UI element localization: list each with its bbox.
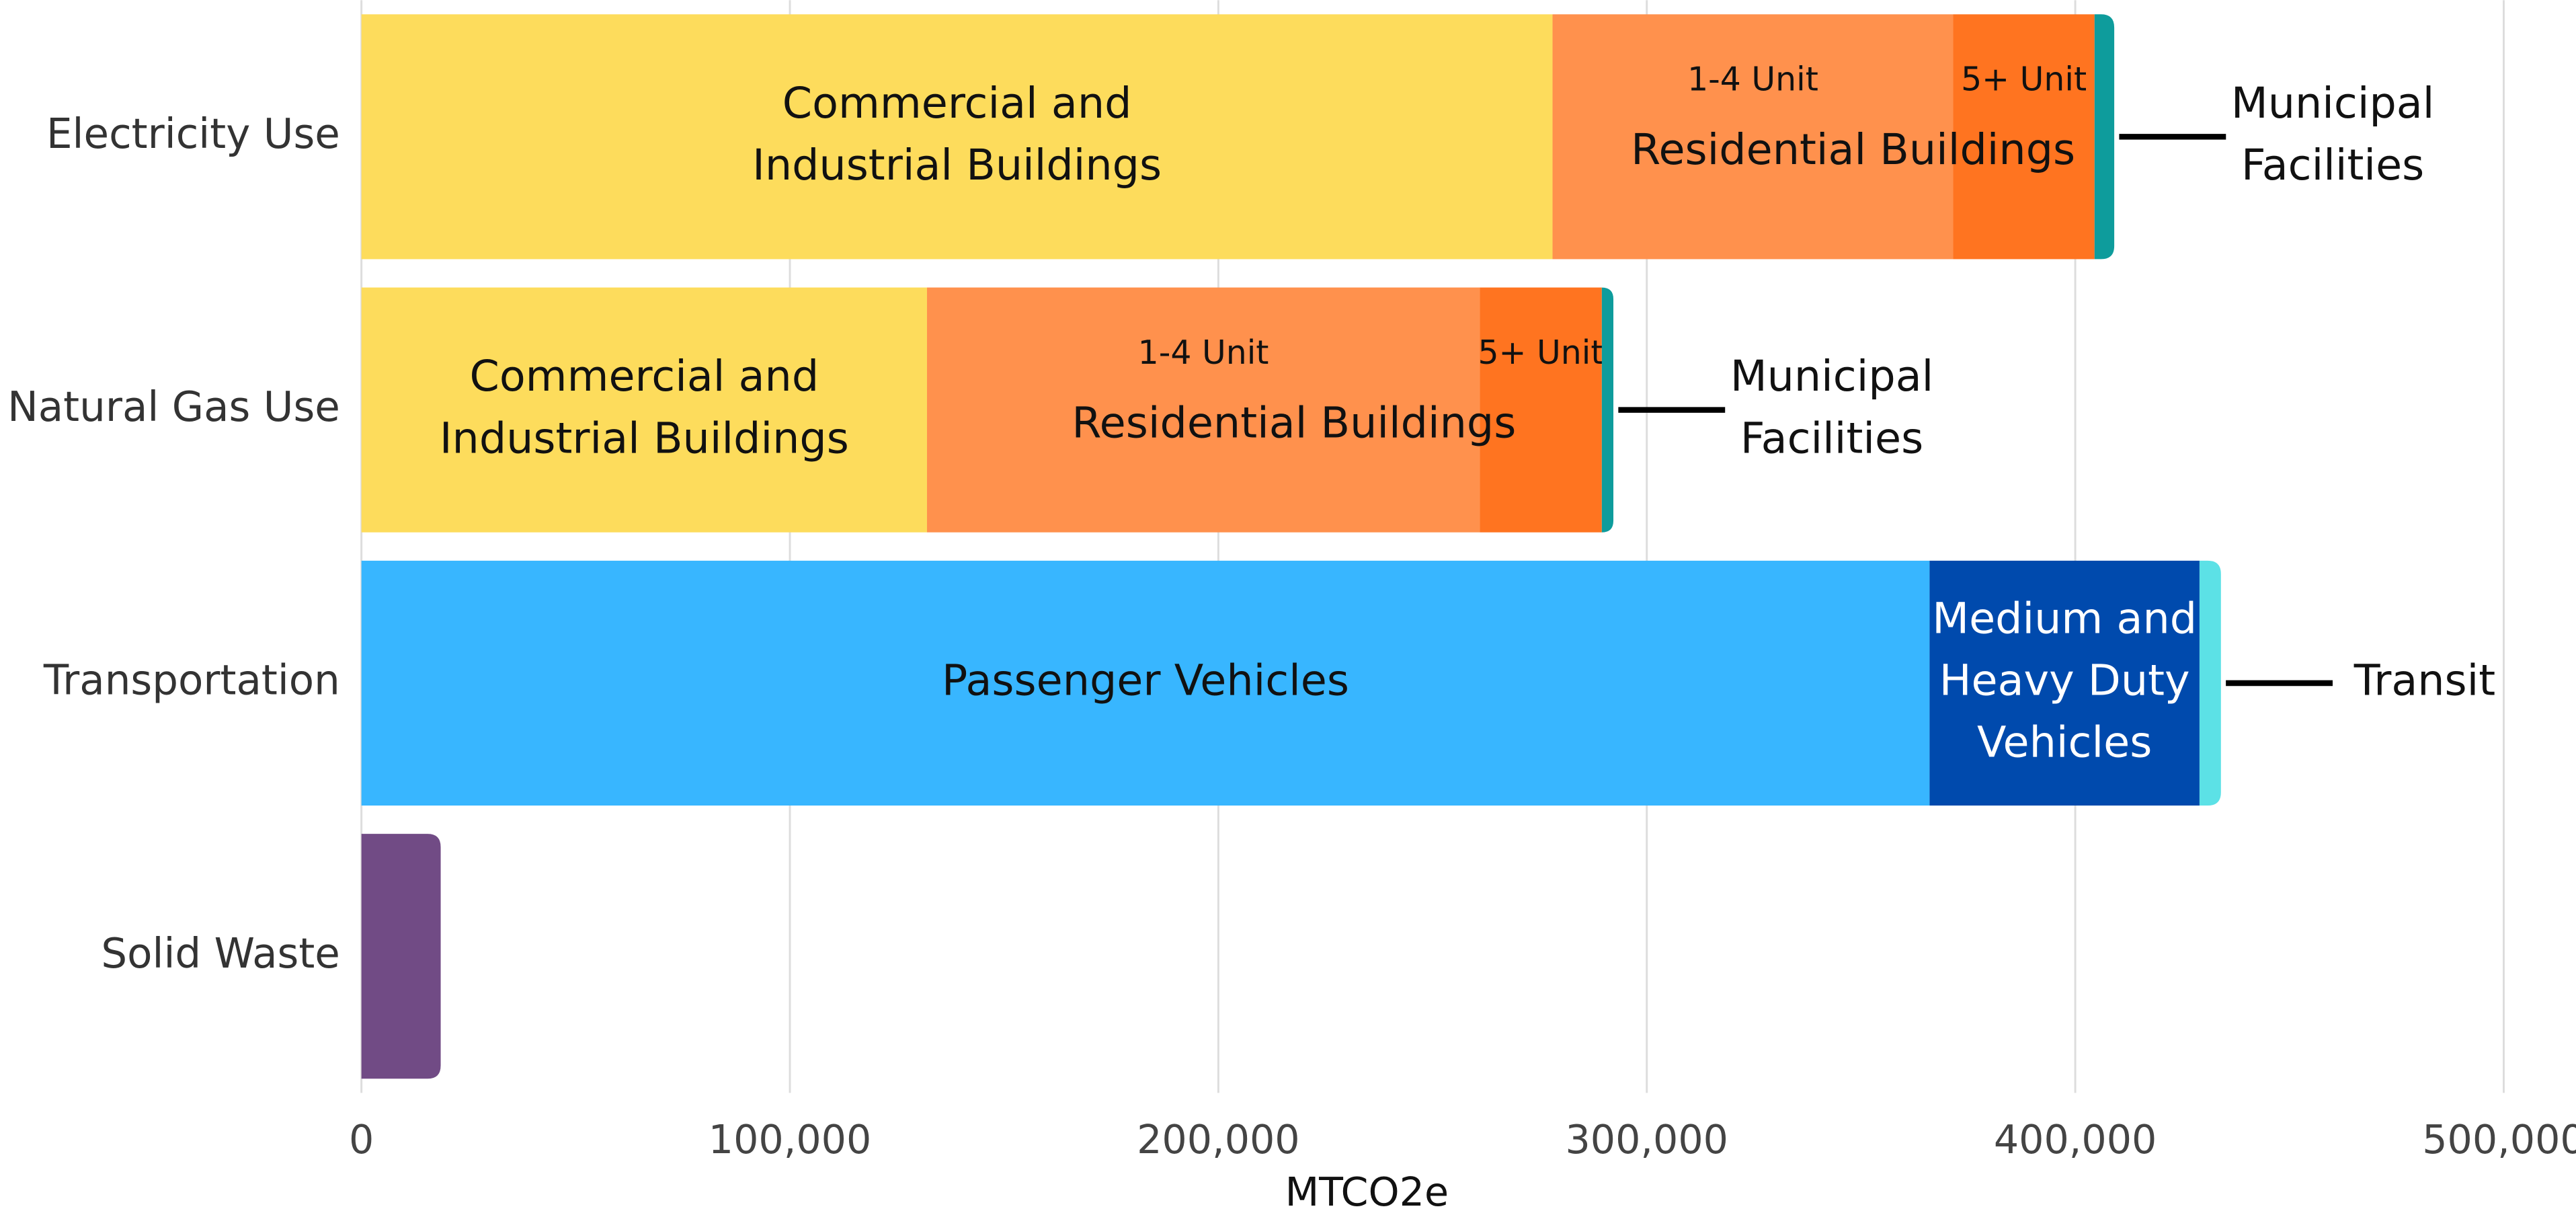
segment-label: Industrial Buildings xyxy=(752,140,1162,190)
x-tick-label: 500,000 xyxy=(2422,1117,2576,1163)
segment-label: Passenger Vehicles xyxy=(942,656,1349,705)
x-tick-label: 200,000 xyxy=(1137,1117,1299,1163)
bar-segment xyxy=(2094,14,2115,260)
y-tick-label: Electricity Use xyxy=(46,110,340,158)
callout-label: Facilities xyxy=(2241,140,2424,190)
group-label: Residential Buildings xyxy=(1631,124,2075,174)
callout-label: Municipal xyxy=(2231,78,2435,128)
y-tick-label: Solid Waste xyxy=(101,930,340,978)
bar-segment xyxy=(1953,14,2095,260)
bar-segment xyxy=(361,287,927,533)
segment-label: 5+ Unit xyxy=(1478,334,1603,372)
segment-label: Medium and xyxy=(1932,593,2197,643)
x-tick-label: 400,000 xyxy=(1994,1117,2157,1163)
segment-label: 1-4 Unit xyxy=(1138,334,1269,372)
bar-segment xyxy=(1929,560,2200,806)
bar-segment xyxy=(1480,287,1602,533)
segment-label: 1-4 Unit xyxy=(1687,60,1818,98)
bar-segment xyxy=(2199,560,2221,806)
x-tick-label: 100,000 xyxy=(709,1117,871,1163)
segment-label: Heavy Duty xyxy=(1939,656,2190,705)
bar-segment xyxy=(361,14,1553,260)
bar-segment xyxy=(1601,287,1614,533)
segment-label: Vehicles xyxy=(1977,717,2152,767)
y-tick-label: Natural Gas Use xyxy=(7,383,340,431)
callout-label: Municipal xyxy=(1730,351,1934,401)
bar-segment xyxy=(361,560,1930,806)
x-axis-title: MTCO2e xyxy=(1285,1169,1449,1213)
x-tick-label: 0 xyxy=(349,1117,374,1163)
bar-segment xyxy=(361,834,441,1079)
bar-segment xyxy=(926,287,1480,533)
group-label: Residential Buildings xyxy=(1072,397,1516,447)
segment-label: Industrial Buildings xyxy=(440,413,849,463)
callout-label: Facilities xyxy=(1740,413,1923,463)
segment-label: Commercial and xyxy=(469,351,819,401)
segment-label: 5+ Unit xyxy=(1961,60,2087,98)
bar-segment xyxy=(1552,14,1954,260)
callout-label: Transit xyxy=(2353,656,2495,705)
y-tick-label: Transportation xyxy=(43,657,340,705)
segment-label: Commercial and xyxy=(782,78,1132,128)
x-tick-label: 300,000 xyxy=(1565,1117,1728,1163)
